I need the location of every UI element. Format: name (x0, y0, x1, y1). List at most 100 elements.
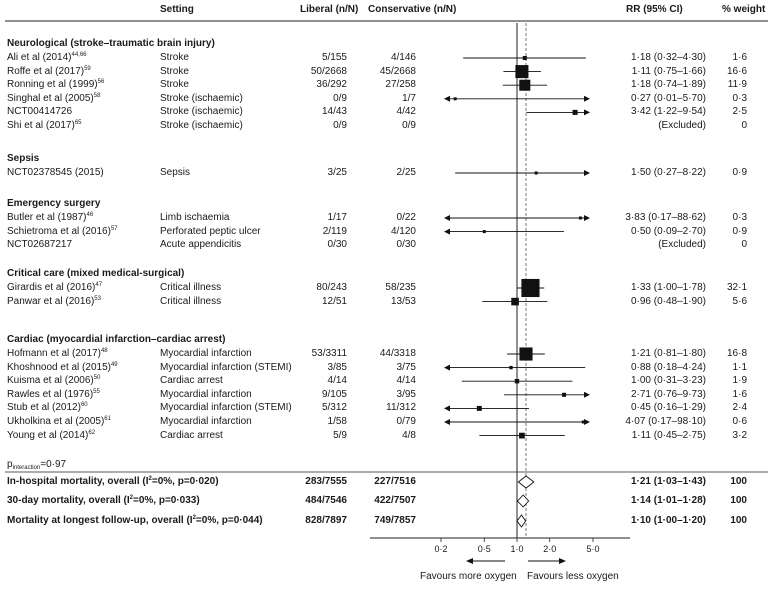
conservative-count: 27/258 (385, 79, 416, 91)
study-name: Rawles et al (1976)55 (7, 388, 100, 400)
weight: 5·6 (732, 295, 747, 307)
favours-right-label: Favours less oxygen (527, 571, 619, 582)
stats-prefix: (I (123, 495, 130, 506)
stats-superscript: 2 (148, 476, 152, 482)
study-reference: 47 (95, 282, 103, 288)
weight: 3·2 (732, 429, 747, 441)
conservative-count: 0/79 (396, 416, 416, 427)
summary-title: Mortality at longest follow-up, overall (7, 515, 184, 526)
summary-weight: 100 (730, 495, 747, 506)
summary-stats: (I2=0%, p=0·020) (142, 476, 218, 487)
summary-rr-ci: 1·10 (1·00–1·20) (630, 515, 706, 526)
point-estimate-square (511, 297, 519, 306)
study-name: Ukholkina et al (2005)61 (7, 416, 111, 427)
weight: 0·3 (732, 212, 747, 223)
ci-arrow-right (584, 170, 590, 176)
study-setting: Critical illness (160, 282, 222, 293)
study-name: Butler et al (1987)46 (7, 212, 94, 223)
conservative-count: 2/25 (396, 167, 416, 178)
study-setting: Cardiac arrest (160, 375, 223, 387)
summary-title: 30-day mortality, overall (7, 495, 121, 506)
ci-arrow-left (444, 419, 450, 425)
point-estimate-square (515, 65, 529, 79)
stats-prefix: (I (186, 515, 193, 526)
liberal-count: 5/155 (321, 52, 347, 63)
conservative-count: 3/75 (396, 361, 416, 373)
study-name: Singhal et al (2005)58 (7, 92, 101, 104)
weight: 0·9 (732, 167, 747, 178)
study-name: Girardis et al (2016)47 (7, 282, 103, 293)
stats-suffix: =0%, p=0·033) (132, 495, 200, 506)
summary-weight: 100 (730, 476, 747, 487)
summary-label: 30-day mortality, overall (I2=0%, p=0·03… (7, 495, 200, 507)
liberal-count: 36/292 (316, 79, 347, 91)
weight: 0 (741, 120, 747, 131)
liberal-count: 5/312 (321, 402, 347, 414)
weight: 1·6 (732, 388, 747, 400)
conservative-count: 4/146 (390, 52, 416, 63)
liberal-count: 0/9 (333, 92, 347, 104)
summary-diamond (517, 475, 535, 489)
study-reference: 53 (94, 295, 101, 302)
rr-ci: (Excluded) (658, 239, 706, 251)
study-name: Schietroma et al (2016)57 (7, 225, 118, 237)
x-tick-label: 2·0 (543, 544, 556, 554)
conservative-count: 0/30 (396, 239, 416, 251)
conservative-count: 4/8 (402, 429, 416, 441)
ci-arrow-left (444, 215, 450, 221)
study-setting: Stroke (ischaemic) (160, 120, 243, 131)
stats-suffix: =0%, p=0·044) (195, 515, 263, 526)
study-reference: 55 (93, 388, 100, 395)
weight: 16·6 (726, 65, 747, 77)
study-reference: 56 (97, 79, 105, 86)
conservative-count: 4/42 (396, 106, 416, 118)
favours-left-label: Favours more oxygen (420, 571, 517, 582)
liberal-count: 1/17 (327, 212, 347, 223)
study-setting: Stroke (ischaemic) (160, 92, 243, 104)
group-title: Neurological (stroke–traumatic brain inj… (7, 38, 215, 49)
study-reference: 61 (104, 416, 111, 422)
study-reference: 50 (93, 375, 101, 382)
study-reference: 62 (88, 429, 96, 436)
liberal-count: 0/30 (327, 239, 347, 251)
rr-ci: 1·18 (0·74–1·89) (630, 79, 706, 91)
x-tick-label: 5·0 (586, 544, 599, 554)
liberal-count: 0/9 (333, 120, 347, 131)
study-setting: Myocardial infarction (STEMI) (160, 361, 292, 373)
summary-title: In-hospital mortality, overall (7, 476, 140, 487)
conservative-count: 58/235 (385, 282, 416, 293)
study-reference: 65 (74, 120, 82, 126)
x-tick-label: 0·5 (478, 544, 491, 554)
stats-prefix: (I (142, 476, 149, 487)
study-setting: Myocardial infarction (160, 348, 252, 359)
x-tick-label: 0·2 (434, 544, 447, 554)
rr-ci: 1·11 (0·75–1·66) (631, 65, 706, 77)
study-setting: Stroke (ischaemic) (160, 106, 243, 118)
weight: 0 (741, 239, 747, 251)
header-liberal: Liberal (n/N) (300, 4, 359, 15)
header-setting: Setting (160, 4, 194, 15)
study-name: Hofmann et al (2017)48 (7, 348, 108, 359)
study-setting: Myocardial infarction (STEMI) (160, 402, 292, 414)
study-reference: 60 (80, 402, 88, 409)
group-title: Critical care (mixed medical-surgical) (7, 268, 185, 279)
rr-ci: 0·88 (0·18–4·24) (630, 361, 706, 373)
ci-arrow-left (444, 405, 450, 412)
weight: 1·9 (732, 375, 747, 387)
group-title: Sepsis (7, 153, 40, 164)
point-estimate-square (534, 171, 538, 175)
rr-ci: 2·71 (0·76–9·73) (630, 388, 706, 400)
study-setting: Perforated peptic ulcer (160, 225, 261, 237)
rr-ci: 1·50 (0·27–8·22) (630, 167, 706, 178)
summary-liberal: 484/7546 (305, 495, 347, 506)
rr-ci: 3·42 (1·22–9·54) (630, 106, 706, 118)
point-estimate-square (509, 365, 513, 370)
conservative-count: 4/120 (390, 225, 416, 237)
p-value: =0·97 (40, 459, 67, 470)
header-weight: % weight (722, 4, 766, 15)
study-setting: Stroke (160, 79, 189, 91)
rr-ci: 4·07 (0·17–98·10) (625, 416, 706, 427)
weight: 1·6 (732, 52, 747, 63)
x-tick-label: 1·0 (510, 544, 523, 554)
point-estimate-square (562, 392, 567, 397)
